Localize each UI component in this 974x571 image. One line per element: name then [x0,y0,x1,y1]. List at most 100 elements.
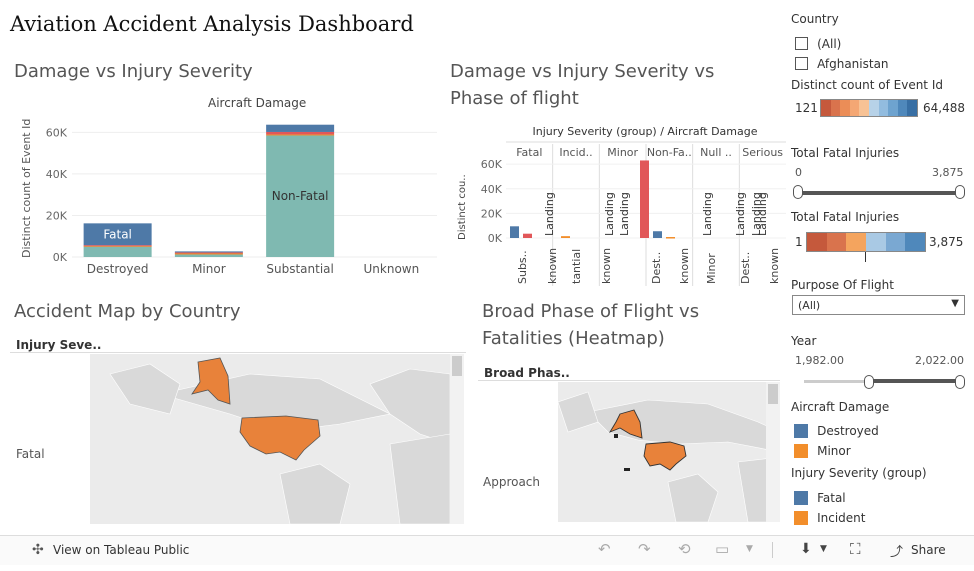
share-button[interactable]: Share [911,543,946,557]
legend-item-minor[interactable]: Minor [794,440,851,459]
y-tick-label: 20K [46,209,68,222]
group-header: Non-Fa.. [647,146,692,159]
event-count-legend-label: Distinct count of Event Id [791,78,943,92]
phase-chart[interactable]: Injury Severity (group) / Aircraft Damag… [448,118,788,286]
usa-shape[interactable] [239,415,321,461]
download-icon[interactable]: ⬇ [800,541,812,557]
bar[interactable] [640,160,649,238]
bottom-label: Dest.. [739,252,752,284]
fullscreen-icon[interactable]: ⛶ [850,540,861,558]
revert-icon[interactable]: ⟲ [678,540,691,558]
bar[interactable] [510,226,519,238]
phase-label: Landing [618,192,631,236]
y-tick-label: 40K [481,183,503,196]
country-option-afghanistan[interactable]: Afghanistan [795,53,889,72]
year-filter-label: Year [791,334,817,348]
pause-icon[interactable]: ▭ [715,540,730,558]
group-header: Null .. [700,146,732,159]
sheet3-title: Accident Map by Country [14,301,241,322]
chart2-header: Injury Severity (group) / Aircraft Damag… [532,125,757,138]
phase-label: Landing [603,192,616,236]
island-shape[interactable] [614,434,618,438]
y-tick-label: 60K [46,126,68,139]
y-tick-label: 20K [481,207,503,220]
fatal-legend-min: 1 [795,235,803,249]
fatal-legend-marker [865,252,866,262]
country-filter-label: Country [791,12,839,26]
x-tick-label: Minor [192,262,226,276]
chevron-down-icon[interactable]: ▼ [746,544,753,554]
world-map-country[interactable] [90,354,450,524]
year-slider-min-handle[interactable] [864,375,874,389]
share-icon[interactable]: ⤴ [890,545,904,560]
legend-item-fatal[interactable]: Fatal [794,487,846,506]
bottom-label: Minor [705,253,718,284]
purpose-dropdown[interactable]: (All) ▼ [792,295,965,315]
heatmap-scrollbar[interactable] [766,382,780,522]
world-map-phase[interactable] [558,382,780,522]
country-option-label: (All) [817,36,842,51]
dashboard-title: Aviation Accident Analysis Dashboard [10,12,414,36]
bar-segment-non-fatal[interactable] [174,254,243,257]
y-tick-label: 0K [488,232,503,245]
bar-segment-fatal[interactable] [174,251,243,253]
fatal-slider-track[interactable] [797,191,963,195]
fatal-slider-max-handle[interactable] [955,185,965,199]
bar-segment-non-fatal[interactable] [83,246,152,257]
sheet1-column-header: Aircraft Damage [208,96,307,110]
tableau-toolbar: ✣ View on Tableau Public ↶ ↷ ⟲ ▭ ▼ ⬇ ▼ ⛶… [0,535,974,565]
hawaii-shape[interactable] [624,468,630,471]
bar-label-fatal: Fatal [103,227,132,241]
legend-item-label: Destroyed [817,423,879,438]
bar-segment-minor[interactable] [83,245,152,247]
bar-segment-non-fatal[interactable] [266,135,335,258]
bar-segment-fatal[interactable] [83,223,152,246]
bar[interactable] [653,231,662,238]
checkbox[interactable] [795,57,808,70]
chevron-down-icon: ▼ [951,298,959,309]
group-header: Minor [607,146,638,159]
bottom-label: known [768,248,781,284]
year-slider-max-handle[interactable] [955,375,965,389]
legend-swatch [794,423,808,438]
undo-icon[interactable]: ↶ [598,540,611,558]
legend-item-destroyed[interactable]: Destroyed [794,420,879,439]
alaska-shape[interactable] [608,409,643,439]
checkbox[interactable] [795,37,808,50]
bar-segment-incident[interactable] [83,245,152,247]
sheet4-row-label: Approach [483,475,541,489]
fatal-slider-max: 3,875 [932,166,964,179]
redo-icon[interactable]: ↷ [638,540,651,558]
damage-injury-chart[interactable]: 0K 20K 40K 60K Destroyed Minor Substantial Unkn… [30,112,445,287]
bar[interactable] [523,233,532,238]
bar[interactable] [561,236,570,238]
bar-segment-incident[interactable] [174,253,243,255]
country-option-all[interactable]: (All) [795,33,841,52]
divider [10,352,466,353]
event-count-min: 121 [795,101,818,115]
sheet3-header: Injury Seve.. [16,338,102,352]
fatal-legend-max: 3,875 [929,235,964,249]
injury-group-legend-label: Injury Severity (group) [791,466,927,480]
bottom-label: known [600,248,613,284]
bar-segment-fatal[interactable] [266,124,335,132]
view-on-tableau-link[interactable]: View on Tableau Public [53,543,190,557]
purpose-dropdown-value: (All) [798,299,821,312]
fatal-slider-min-handle[interactable] [793,185,803,199]
x-tick-label: Substantial [266,262,333,276]
sheet4-title: Broad Phase of Flight vs Fatalities (Heat… [482,301,700,349]
alaska-shape[interactable] [191,357,231,405]
bar-segment-incident[interactable] [266,134,335,136]
bar-segment-minor[interactable] [266,131,335,135]
year-slider-track-left[interactable] [804,380,864,383]
legend-item-incident[interactable]: Incident [794,507,865,526]
map-scrollbar[interactable] [450,354,464,524]
bar[interactable] [666,237,675,239]
bottom-label: tantial [570,249,583,284]
x-tick-label: Destroyed [87,262,149,276]
x-tick-label: Unknown [364,262,420,276]
usa-shape[interactable] [643,441,687,471]
chevron-down-icon[interactable]: ▼ [820,544,827,554]
year-slider-track[interactable] [868,379,960,383]
bar-segment-minor[interactable] [174,252,243,254]
